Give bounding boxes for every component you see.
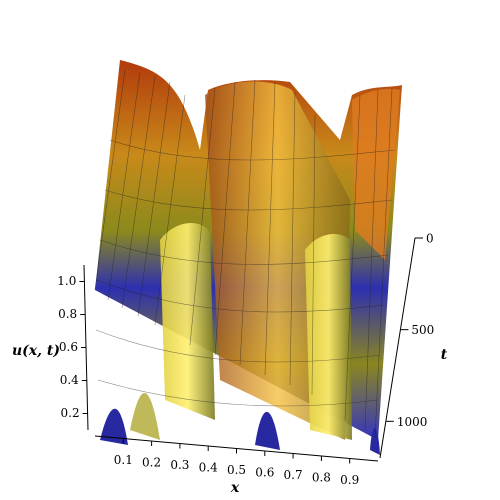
x-tick-label: 0.1	[114, 453, 133, 467]
z-tick-label: 0.2	[61, 406, 80, 420]
z-tick-label: 0.4	[60, 373, 79, 387]
t-axis-label: t	[441, 347, 448, 363]
x-tick-label: 0.6	[255, 466, 274, 480]
x-tick-label: 0.7	[284, 468, 303, 482]
x-tick-label: 0.3	[170, 458, 189, 472]
t-tick-label: 500	[411, 323, 434, 337]
x-axis-label: x	[230, 480, 240, 496]
x-tick-label: 0.4	[199, 461, 218, 475]
t-tick-label: 1000	[397, 415, 428, 429]
z-axis-label: u(x, t)	[12, 343, 60, 359]
x-tick-label: 0.5	[227, 463, 246, 477]
t-tick-label: 0	[426, 232, 434, 246]
z-tick-label: 0.8	[58, 307, 77, 321]
z-tick-label: 0.6	[59, 340, 78, 354]
surface	[94, 60, 402, 455]
x-tick-label: 0.9	[340, 473, 359, 487]
x-tick-label: 0.8	[312, 471, 331, 485]
x-tick-label: 0.2	[142, 456, 161, 470]
z-tick-label: 1.0	[57, 274, 76, 288]
